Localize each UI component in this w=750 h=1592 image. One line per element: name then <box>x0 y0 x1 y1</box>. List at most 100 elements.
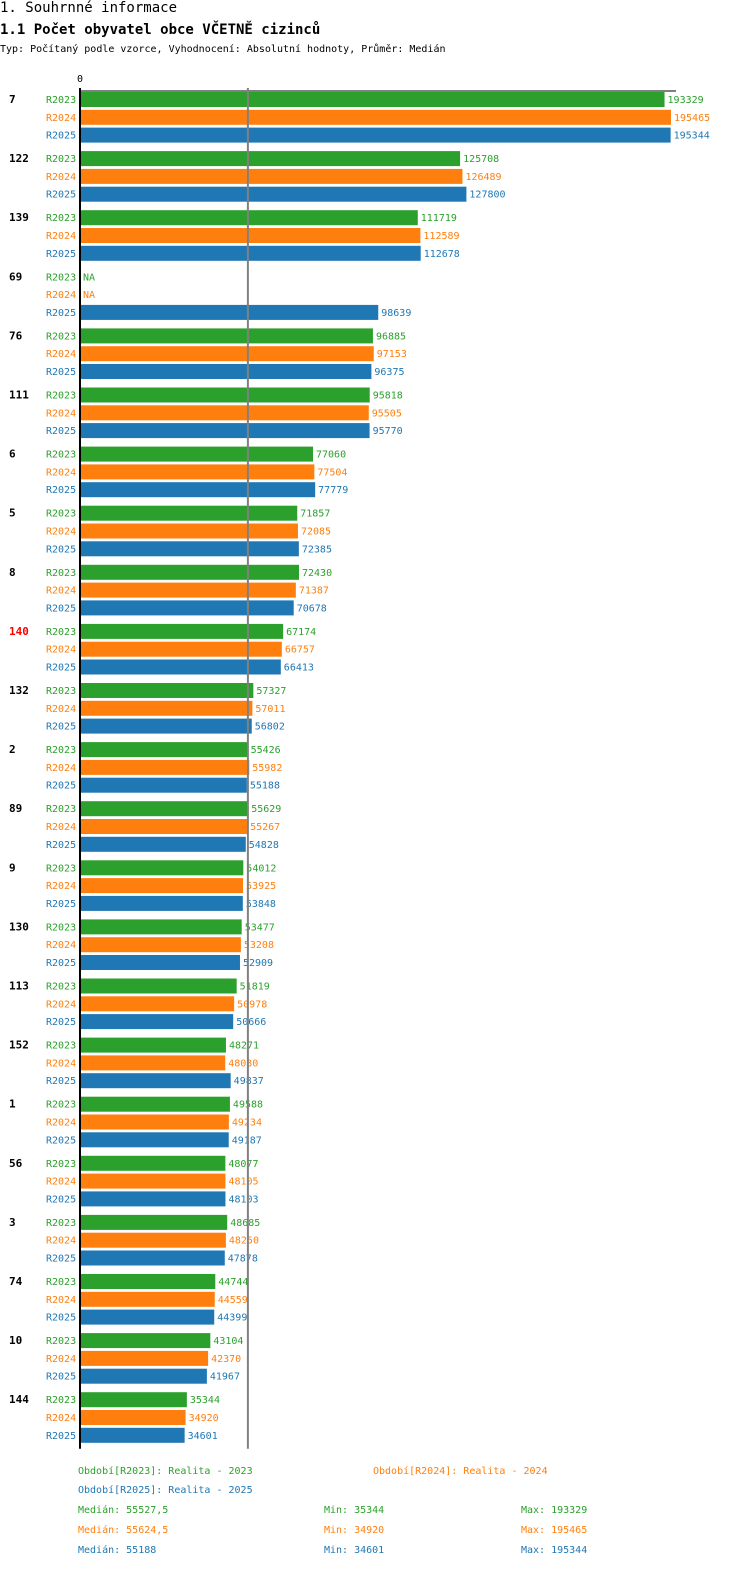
value-label: 47878 <box>228 1254 258 1265</box>
value-label: 55267 <box>250 822 280 833</box>
value-label: 72085 <box>301 527 331 538</box>
bar <box>80 1214 228 1230</box>
value-label: 48103 <box>228 1194 258 1205</box>
bar <box>80 659 281 675</box>
bar <box>80 523 298 539</box>
series-label: R2025 <box>46 1372 76 1383</box>
value-label: 95818 <box>373 391 403 402</box>
series-label: R2023 <box>46 982 76 993</box>
value-label: 52909 <box>243 958 273 969</box>
value-label: 112678 <box>424 249 460 260</box>
series-label: R2024 <box>46 349 76 360</box>
bar <box>80 127 671 143</box>
bar <box>80 168 463 184</box>
category-label: 152 <box>9 1039 29 1052</box>
stat-min-r2023: Min: 35344 <box>324 1505 385 1516</box>
category-label: 9 <box>9 861 16 874</box>
value-label: 43104 <box>213 1336 243 1347</box>
legend-r2023: Období[R2023]: Realita - 2023 <box>78 1466 253 1477</box>
series-label: R2023 <box>46 95 76 106</box>
bar <box>80 777 247 793</box>
series-label: R2023 <box>46 745 76 756</box>
category-label: 132 <box>9 684 29 697</box>
series-label: R2023 <box>46 804 76 815</box>
series-label: R2024 <box>46 231 76 242</box>
bar <box>80 1055 226 1071</box>
series-label: R2024 <box>46 645 76 656</box>
bar <box>80 210 418 226</box>
series-label: R2023 <box>46 450 76 461</box>
value-label: 55982 <box>252 763 282 774</box>
bar <box>80 937 241 953</box>
category-label: 5 <box>9 507 16 520</box>
series-label: R2023 <box>46 1277 76 1288</box>
series-label: R2025 <box>46 1254 76 1265</box>
series-label: R2023 <box>46 1041 76 1052</box>
bar <box>80 1096 230 1112</box>
stat-median-r2024: Medián: 55624,5 <box>78 1525 169 1536</box>
series-label: R2023 <box>46 686 76 697</box>
value-label: 125708 <box>463 154 499 165</box>
value-label: 95505 <box>372 408 402 419</box>
bar <box>80 1350 209 1366</box>
series-label: R2025 <box>46 1017 76 1028</box>
bar <box>80 919 242 935</box>
bar <box>80 1250 225 1266</box>
series-label: R2025 <box>46 1076 76 1087</box>
category-label: 113 <box>9 980 29 993</box>
bar <box>80 405 369 421</box>
series-label: R2023 <box>46 1100 76 1111</box>
bar <box>80 978 237 994</box>
value-label: 48030 <box>228 1058 258 1069</box>
value-label: 127800 <box>469 190 505 201</box>
value-label: 44399 <box>217 1313 247 1324</box>
axis-zero-label: 0 <box>77 74 83 85</box>
page-heading: 1. Souhrnné informace <box>0 0 178 16</box>
series-label: R2023 <box>46 1395 76 1406</box>
bar <box>80 1392 187 1408</box>
series-label: R2023 <box>46 1336 76 1347</box>
bar <box>80 92 665 107</box>
bar <box>80 860 244 876</box>
series-label: R2024 <box>46 763 76 774</box>
chart-title: 1.1 Počet obyvatel obce VČETNĚ cizinců <box>0 22 321 38</box>
bar <box>80 1274 216 1289</box>
series-label: R2025 <box>46 249 76 260</box>
value-label: 55629 <box>251 804 281 815</box>
bar <box>80 482 316 498</box>
value-label: 50978 <box>237 999 267 1010</box>
category-label: 89 <box>9 802 22 815</box>
category-label: 10 <box>9 1334 22 1347</box>
series-label: R2024 <box>46 940 76 951</box>
stat-max-r2023: Max: 193329 <box>521 1505 588 1516</box>
bar <box>80 759 250 775</box>
category-label: 56 <box>9 1157 23 1170</box>
series-label: R2025 <box>46 603 76 614</box>
value-label: 57011 <box>255 704 285 715</box>
bar <box>80 364 372 379</box>
bar <box>80 1173 226 1189</box>
bar <box>80 346 374 362</box>
value-label: 77060 <box>316 450 346 461</box>
bar <box>80 304 379 320</box>
series-label: R2024 <box>46 822 76 833</box>
value-label: 53208 <box>244 940 274 951</box>
bar <box>80 1073 231 1089</box>
bar <box>80 245 421 261</box>
value-label: 95770 <box>373 426 403 437</box>
series-label: R2025 <box>46 1313 76 1324</box>
series-label: R2025 <box>46 367 76 378</box>
bar <box>80 955 240 970</box>
series-label: R2025 <box>46 1194 76 1205</box>
value-label: 77504 <box>317 467 347 478</box>
category-label: 6 <box>9 448 16 461</box>
value-label: 72385 <box>302 544 332 555</box>
series-label: R2025 <box>46 722 76 733</box>
series-label: R2024 <box>46 704 76 715</box>
category-label: 76 <box>9 329 23 342</box>
series-label: R2025 <box>46 190 76 201</box>
series-label: R2023 <box>46 1218 76 1229</box>
value-label: 48685 <box>230 1218 260 1229</box>
value-label: 193329 <box>668 95 704 106</box>
series-label: R2023 <box>46 568 76 579</box>
